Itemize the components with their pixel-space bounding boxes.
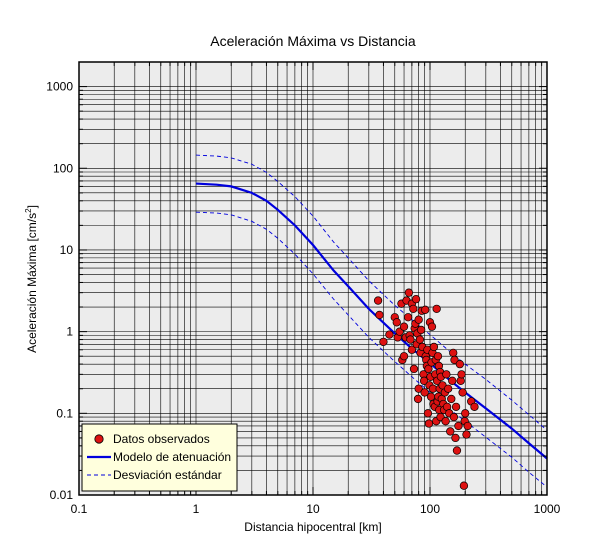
ticks [78,61,547,496]
data-point [414,315,423,324]
data-point [452,446,462,455]
data-point [409,304,418,314]
data-point [448,376,457,385]
data-point [457,370,466,379]
data-point [385,330,394,339]
y-tick-label: 1 [66,325,73,339]
chart-title: Aceleración Máxima vs Distancia [210,33,416,49]
data-point [399,352,409,361]
data-point [449,412,459,422]
data-point [451,433,460,443]
data-point [454,421,463,431]
x-axis-title: Distancia hipocentral [km] [244,520,381,534]
y-axis-title-sup: 2 [24,208,33,213]
data-point [407,345,417,354]
y-tick-label: 1000 [46,80,73,94]
deviation-lower-line [195,211,548,488]
data-point [461,409,470,418]
model-curves [195,154,548,488]
x-tick-label: 10 [306,502,320,516]
model-line [195,182,548,460]
data-point [423,409,433,418]
data-point [392,318,401,327]
data-point [442,370,451,379]
data-point [429,342,439,352]
y-axis-title: Aceleración Máxima [cm/s2] [24,205,39,353]
data-point [416,325,426,335]
data-point [409,364,419,374]
data-point [415,335,425,344]
deviation-upper-line [195,154,548,431]
data-point [462,430,471,439]
y-tick-label: 100 [53,161,73,175]
x-tick-label: 1 [193,502,200,516]
observed-points [373,288,479,490]
data-point [441,417,450,426]
legend-label-points: Datos observados [113,432,210,446]
data-point [463,421,472,431]
grid [78,61,547,496]
data-point [447,394,456,404]
data-point [444,384,453,393]
data-point [414,384,423,393]
data-point [404,288,414,297]
legend: Datos observados Modelo de atenuación De… [81,423,238,492]
data-point [432,304,441,314]
data-point [420,388,429,397]
data-point [449,348,458,357]
data-point [446,427,455,436]
data-point [413,394,423,404]
data-point [406,335,415,344]
data-point [424,419,434,428]
x-tick-label: 100 [420,502,440,516]
legend-label-model: Modelo de atenuación [113,450,231,464]
data-point [433,352,443,361]
data-point [451,402,461,412]
data-point [427,322,437,331]
data-point [455,359,465,369]
data-point [426,392,436,401]
data-point [403,313,413,322]
data-point [379,337,388,346]
y-tick-label: 0.01 [50,488,74,502]
y-axis-title-main: Aceleración Máxima [cm/s [25,213,39,353]
data-point [373,296,383,305]
legend-marker-points [94,434,104,444]
data-point [419,376,429,385]
legend-label-deviation: Desviación estándar [113,468,222,482]
data-point [459,481,469,490]
data-point [375,310,384,320]
data-point [421,305,430,314]
x-tick-label: 0.1 [71,502,88,516]
x-tick-label: 1000 [534,502,561,516]
y-axis-title-close: ] [25,205,39,208]
y-tick-label: 0.1 [56,406,73,420]
data-point [411,294,421,304]
data-point [470,402,479,412]
data-point [399,322,409,331]
y-tick-label: 10 [60,243,74,257]
data-point [458,388,467,397]
